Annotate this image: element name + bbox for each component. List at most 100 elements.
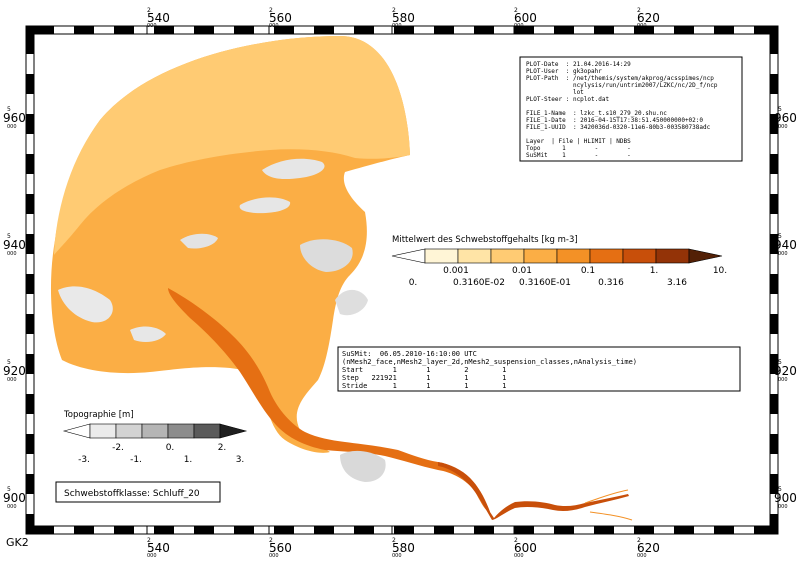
plot-info-line: PLOT-User : gk3opahr <box>526 68 602 75</box>
border-segment-bottom <box>754 526 770 534</box>
x-tick-label-bottom-value: 580 <box>392 541 415 555</box>
border-segment-bottom <box>274 526 294 534</box>
border-segment-top <box>474 26 494 34</box>
x-tick-label-bottom-suffix: 000 <box>269 553 279 559</box>
border-segment-top <box>634 26 654 34</box>
border-segment-left <box>26 434 34 454</box>
conc-label-upper: 1. <box>650 266 659 276</box>
border-segment-right <box>770 114 778 134</box>
x-tick-label-bottom-value: 620 <box>637 541 660 555</box>
y-tick-label-left-value: 900 <box>3 491 26 505</box>
border-segment-bottom <box>354 526 374 534</box>
y-tick-label-right-suffix: 000 <box>778 124 788 130</box>
conc-label-upper: 10. <box>713 266 727 276</box>
y-tick-label-right-prefix: 5 <box>778 486 782 493</box>
border-segment-right <box>770 34 778 54</box>
x-tick-label-bottom-suffix: 000 <box>392 553 402 559</box>
map-border <box>25 25 779 535</box>
border-segment-top <box>34 26 54 34</box>
class-label: Schwebstoffklasse: Schluff_20 <box>64 489 200 499</box>
y-tick-label-left-suffix: 000 <box>7 251 17 257</box>
y-tick-label-left-suffix: 000 <box>7 504 17 510</box>
conc-swatch <box>589 248 624 264</box>
river-upstream <box>438 462 629 520</box>
y-tick-label-left-prefix: 5 <box>7 106 11 113</box>
border-segment-top <box>674 26 694 34</box>
border-segment-bottom <box>234 526 254 534</box>
y-tick-label-left-prefix: 5 <box>7 359 11 366</box>
plot-info-line: ncylysis/run/untrim2007/LZKC/nc/2D_f/ncp <box>526 82 718 89</box>
topo-legend-title: Topographie [m] <box>63 410 134 420</box>
border-segment-top <box>714 26 734 34</box>
tidal-flat-8 <box>130 326 166 342</box>
border-segment-bottom <box>714 526 734 534</box>
border-segment-top <box>314 26 334 34</box>
border-segment-bottom <box>314 526 334 534</box>
plot-info-line: FILE_1-Name : lzkc_t.s10_279_20.shu.nc <box>526 110 667 117</box>
conc-swatch <box>688 248 723 264</box>
border-segment-top <box>194 26 214 34</box>
plot-info-line: Layer | File | HLIMIT | NDBS <box>526 138 631 145</box>
conc-label-lower: 0.316 <box>598 278 624 288</box>
border-segment-top <box>354 26 374 34</box>
y-tick-label-right-prefix: 5 <box>778 106 782 113</box>
conc-label-upper: 0.01 <box>512 266 532 276</box>
crs-label: GK2 <box>6 536 29 549</box>
tidal-flat-1 <box>262 158 325 180</box>
border-segment-left <box>26 114 34 134</box>
y-tick-label-left-suffix: 000 <box>7 377 17 383</box>
border-segment-left <box>26 34 34 54</box>
topo-label-lower: 3. <box>236 455 245 465</box>
conc-label-lower: 0.3160E-02 <box>453 278 505 288</box>
x-tick-label-top-suffix: 000 <box>269 23 279 29</box>
x-tick-label-top-prefix: 2 <box>514 7 518 14</box>
border-segment-bottom <box>394 526 414 534</box>
x-tick-label-bottom-prefix: 2 <box>147 537 151 544</box>
tidal-flat-7 <box>180 233 218 249</box>
y-tick-label-left-value: 920 <box>3 364 26 378</box>
border-segment-bottom <box>474 526 494 534</box>
topo-swatch <box>193 423 221 439</box>
border-segment-bottom <box>634 526 654 534</box>
tidal-flat-4 <box>335 289 368 316</box>
topo-label-lower: 1. <box>184 455 193 465</box>
tributary-2 <box>589 511 633 521</box>
border-segment-bottom <box>34 526 54 534</box>
border-segment-right <box>770 154 778 174</box>
conc-label-upper: 0.1 <box>581 266 595 276</box>
tributary-1 <box>584 489 629 504</box>
conc-swatch <box>655 248 690 264</box>
x-tick-label-top-prefix: 2 <box>147 7 151 14</box>
plot-info-line: FILE_1-Date : 2016-04-15T17:38:51.450000… <box>526 117 703 124</box>
y-tick-label-left-prefix: 5 <box>7 486 11 493</box>
y-tick-label-left-prefix: 5 <box>7 233 11 240</box>
conc-swatch <box>490 248 525 264</box>
y-tick-label-right-value: 920 <box>774 364 797 378</box>
border-segment-right <box>770 514 778 526</box>
y-tick-label-left-value: 940 <box>3 238 26 252</box>
border-segment-right <box>770 474 778 494</box>
tidal-flat-2 <box>239 197 291 214</box>
border-segment-left <box>26 74 34 94</box>
conc-label-lower: 0.3160E-01 <box>519 278 571 288</box>
topo-label-upper: -2. <box>112 443 124 453</box>
border-segment-top <box>434 26 454 34</box>
y-tick-label-left-value: 960 <box>3 111 26 125</box>
x-tick-label-top-value: 580 <box>392 11 415 25</box>
x-tick-label-top-prefix: 2 <box>637 7 641 14</box>
time-info-box <box>337 346 741 392</box>
border-segment-right <box>770 194 778 214</box>
x-tick-label-top-suffix: 000 <box>392 23 402 29</box>
y-tick-label-right-prefix: 5 <box>778 233 782 240</box>
suspended-sediment-field <box>50 36 633 521</box>
border-segment-top <box>74 26 94 34</box>
conc-swatch <box>457 248 492 264</box>
plot-info-line: Topo 1 - - <box>526 145 631 152</box>
x-tick-label-top-prefix: 2 <box>269 7 273 14</box>
topography-legend: -3. -1. 1. 3. -2. 0. 2. <box>62 423 248 465</box>
y-tick-label-right-value: 960 <box>774 111 797 125</box>
